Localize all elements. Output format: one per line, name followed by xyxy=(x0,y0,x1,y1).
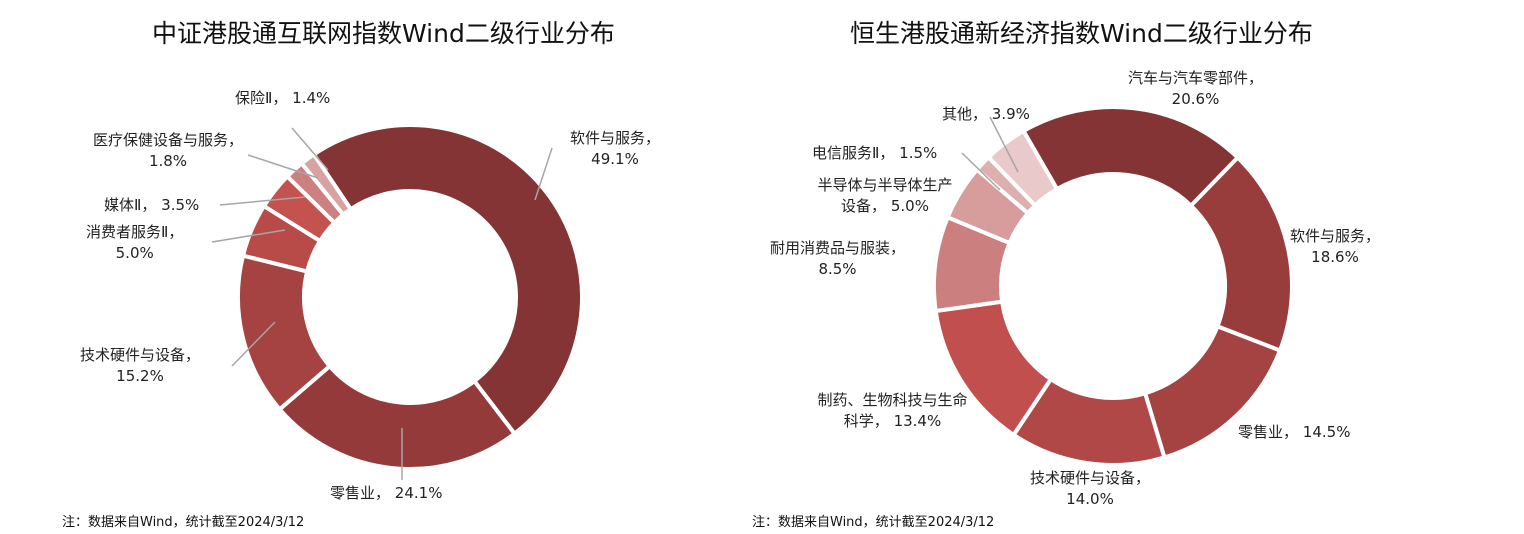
leader-line-0-4 xyxy=(219,196,306,206)
label-retail-left: 零售业， 24.1% xyxy=(330,484,443,502)
leader-line-0-6 xyxy=(291,127,329,171)
label-auto-right: 汽车与汽车零部件， 20.6% xyxy=(1128,69,1264,108)
source-note-right: 注：数据来自Wind，统计截至2024/3/12 xyxy=(752,515,995,530)
donut-slice-0-6 xyxy=(298,151,354,218)
label-medical-left: 医疗保健设备与服务， 1.8% xyxy=(92,131,243,170)
label-hardware-right: 技术硬件与设备， 14.0% xyxy=(1030,469,1151,508)
label-pharma-right: 制药、生物科技与生命科学， 13.4% xyxy=(817,391,968,430)
leader-line-1-7 xyxy=(961,152,1001,191)
chart-title-left: 中证港股通互联网指数Wind二级行业分布 xyxy=(152,19,615,48)
label-semis-right: 半导体与半导体生产设备， 5.0% xyxy=(817,176,953,215)
label-insurance-left: 保险Ⅱ， 1.4% xyxy=(235,89,331,107)
leader-line-0-5 xyxy=(247,154,319,179)
label-software-left: 软件与服务， 49.1% xyxy=(570,129,661,168)
label-retail-right: 零售业， 14.5% xyxy=(1238,423,1351,441)
chart-title-right: 恒生港股通新经济指数Wind二级行业分布 xyxy=(850,19,1313,48)
leader-line-0-0 xyxy=(534,147,553,201)
donut-slice-1-8 xyxy=(985,128,1060,209)
label-telecom-right: 电信服务Ⅱ， 1.5% xyxy=(812,144,938,162)
label-consumer-services-left: 消费者服务Ⅱ， 5.0% xyxy=(86,223,184,262)
label-hardware-left: 技术硬件与设备， 15.2% xyxy=(80,346,201,385)
label-durables-right: 耐用消费品与服装， 8.5% xyxy=(770,239,906,278)
donut-slice-0-1 xyxy=(276,363,518,471)
leader-line-1-8 xyxy=(989,116,1019,173)
source-note-left: 注：数据来自Wind，统计截至2024/3/12 xyxy=(62,515,305,530)
label-media-left: 媒体Ⅱ， 3.5% xyxy=(104,196,200,214)
label-software-right: 软件与服务， 18.6% xyxy=(1290,227,1381,266)
label-other-right: 其他， 3.9% xyxy=(942,105,1030,123)
donut-slice-0-0 xyxy=(311,123,584,437)
leader-line-0-3 xyxy=(211,229,286,243)
leader-line-0-2 xyxy=(231,321,276,367)
